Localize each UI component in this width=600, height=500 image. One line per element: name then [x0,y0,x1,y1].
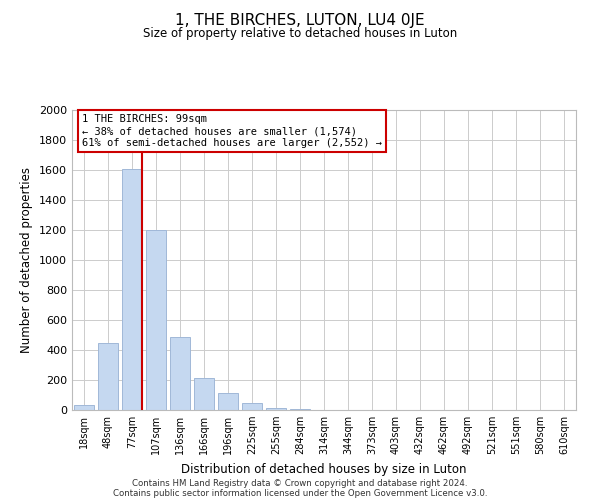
Bar [218,393,238,410]
Text: Size of property relative to detached houses in Luton: Size of property relative to detached ho… [143,28,457,40]
Text: Contains HM Land Registry data © Crown copyright and database right 2024.: Contains HM Land Registry data © Crown c… [132,478,468,488]
Text: 1, THE BIRCHES, LUTON, LU4 0JE: 1, THE BIRCHES, LUTON, LU4 0JE [175,12,425,28]
Bar [242,403,262,410]
Y-axis label: Number of detached properties: Number of detached properties [20,167,34,353]
Bar [98,342,118,410]
Bar [122,168,142,410]
Text: 1 THE BIRCHES: 99sqm
← 38% of detached houses are smaller (1,574)
61% of semi-de: 1 THE BIRCHES: 99sqm ← 38% of detached h… [82,114,382,148]
Bar [266,408,286,410]
Bar [146,230,166,410]
Bar [290,409,310,410]
Bar [170,336,190,410]
Bar [194,378,214,410]
Bar [74,405,94,410]
Text: Contains public sector information licensed under the Open Government Licence v3: Contains public sector information licen… [113,488,487,498]
X-axis label: Distribution of detached houses by size in Luton: Distribution of detached houses by size … [181,462,467,475]
